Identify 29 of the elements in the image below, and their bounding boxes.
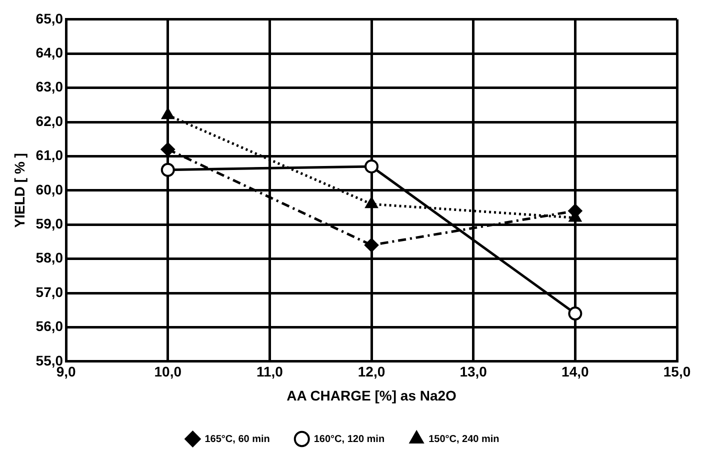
x-tick-label: 15,0 — [663, 364, 691, 380]
y-tick-label: 64,0 — [36, 44, 64, 60]
x-tick-label: 14,0 — [562, 364, 590, 380]
point — [365, 197, 378, 208]
y-axis-title: YIELD [ % ] — [11, 153, 28, 228]
y-tick-label: 62,0 — [36, 112, 64, 129]
x-tick-label: 12,0 — [358, 364, 386, 380]
y-tick-label: 65,0 — [36, 10, 64, 26]
legend-label: 160°C, 120 min — [314, 434, 385, 445]
legend-label: 150°C, 240 min — [428, 434, 500, 445]
legend-label: 165°C, 60 min — [204, 434, 270, 445]
y-tick-label: 57,0 — [36, 284, 64, 300]
point — [568, 306, 582, 321]
point — [162, 108, 174, 120]
y-tick-label: 55,0 — [36, 352, 64, 368]
y-tick-label: 61,0 — [36, 147, 64, 164]
y-tick-label: 58,0 — [36, 250, 64, 266]
point — [364, 159, 379, 174]
point — [160, 162, 175, 177]
point — [160, 142, 175, 156]
x-tick-label: 11,0 — [256, 364, 284, 380]
y-tick-label: 56,0 — [36, 318, 64, 334]
point — [364, 238, 379, 252]
y-tick-label: 59,0 — [36, 215, 64, 232]
x-axis-title: AA CHARGE [%] as Na2O — [286, 387, 457, 404]
y-tick-label: 60,0 — [36, 181, 64, 198]
x-tick-label: 10,0 — [154, 364, 182, 380]
x-tick-label: 13,0 — [460, 364, 488, 380]
y-tick-label: 63,0 — [36, 78, 64, 95]
